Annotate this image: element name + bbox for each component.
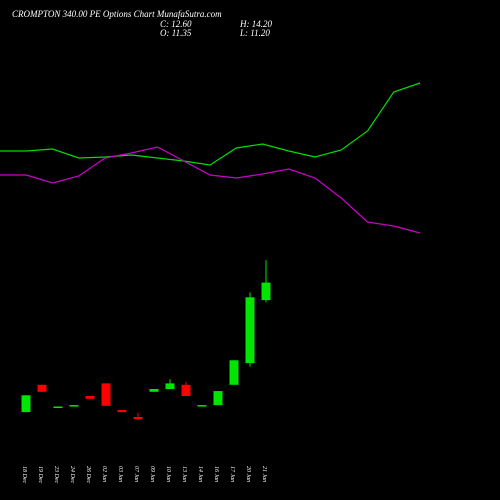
x-tick-label: 17 Jan	[229, 466, 235, 482]
x-tick-label: 24 Dec	[69, 466, 76, 483]
stat-open: O: 11.35	[160, 28, 192, 38]
x-tick-label: 18 Dec	[21, 466, 27, 483]
candle-body	[245, 297, 255, 364]
stat-high: H: 14.20	[239, 19, 272, 29]
x-tick-label: 02 Jan	[101, 466, 107, 482]
x-tick-label: 16 Jan	[213, 466, 219, 482]
stat-close: C: 12.60	[160, 19, 192, 29]
candle-body	[213, 391, 223, 406]
candle-body	[101, 383, 111, 406]
candle-body	[261, 282, 271, 301]
x-tick-label: 14 Jan	[197, 466, 204, 482]
x-tick-label: 09 Jan	[149, 466, 155, 482]
x-tick-label: 23 Dec	[53, 466, 59, 483]
candle-body	[229, 360, 239, 385]
candle-body	[197, 405, 207, 407]
x-tick-label: 21 Jan	[261, 466, 267, 482]
x-tick-label: 13 Jan	[181, 466, 187, 482]
x-tick-label: 07 Jan	[133, 466, 139, 482]
candle-body	[53, 406, 63, 408]
x-tick-label: 20 Jan	[245, 466, 251, 482]
candle-body	[69, 405, 79, 407]
x-tick-label: 10 Jan	[165, 466, 171, 482]
candle-body	[165, 383, 175, 389]
stat-low: L: 11.20	[239, 28, 270, 38]
indicator-line	[0, 82, 421, 166]
x-tick-label: 19 Dec	[37, 466, 43, 483]
candle-body	[37, 384, 47, 392]
candle-body	[149, 389, 159, 392]
candle-body	[181, 384, 191, 396]
chart-title: CROMPTON 340.00 PE Options Chart MunafaS…	[12, 9, 222, 19]
x-tick-label: 26 Dec	[85, 466, 91, 483]
x-tick-label: 03 Jan	[117, 466, 123, 482]
candle-body	[133, 417, 143, 420]
candle-body	[117, 410, 127, 413]
candle-body	[85, 396, 95, 399]
candle-body	[21, 395, 31, 413]
indicator-line	[0, 146, 421, 234]
